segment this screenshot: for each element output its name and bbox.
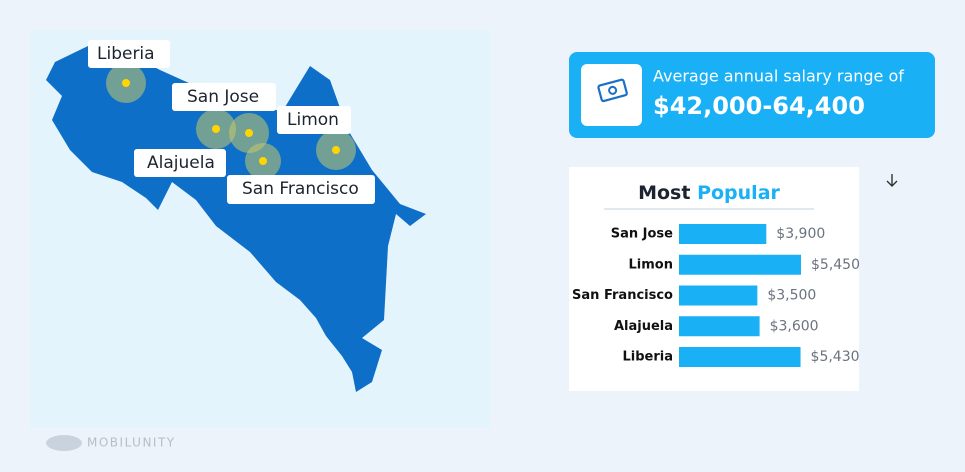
map-label: Alajuela (147, 153, 215, 173)
value-label: $5,430 (811, 349, 860, 365)
marker (245, 129, 253, 137)
salary-card (569, 52, 935, 138)
map-labels: Liberia San Jose Limon Alajuela San Fran… (88, 40, 375, 204)
bar (679, 316, 760, 337)
label-box (172, 83, 276, 111)
value-label: $3,500 (767, 288, 816, 304)
map-label: Liberia (97, 44, 155, 64)
chart-title-highlight: Popular (697, 182, 780, 204)
value-label: $5,450 (811, 257, 860, 273)
category-label: Limon (629, 257, 673, 272)
money-icon (597, 78, 628, 103)
bar (679, 347, 801, 367)
map-label: San Francisco (242, 179, 359, 199)
map-markers (106, 63, 356, 179)
down-arrow[interactable] (886, 174, 898, 187)
map-label: San Jose (187, 87, 259, 107)
chart-title: Most Popular (638, 182, 780, 204)
salary-caption: Average annual salary range of (653, 67, 904, 86)
watermark-text: MOBILUNITY (87, 436, 176, 450)
salary-range: $42,000-64,400 (653, 92, 865, 120)
category-label: San Jose (611, 227, 673, 242)
chart-title-part: Most (638, 182, 690, 204)
label-box (88, 40, 170, 68)
watermark: MOBILUNITY (46, 435, 176, 451)
marker (259, 157, 267, 165)
label-box (227, 175, 375, 204)
category-label: Liberia (622, 350, 673, 365)
bar (679, 224, 767, 244)
money-icon-box (581, 64, 642, 126)
category-label: San Francisco (572, 288, 673, 303)
marker (212, 125, 220, 133)
value-label: $3,900 (776, 226, 825, 242)
marker (122, 79, 130, 87)
value-label: $3,600 (770, 318, 819, 334)
marker (332, 146, 340, 154)
label-box (277, 106, 351, 134)
bar (679, 254, 801, 275)
map-label: Limon (287, 110, 339, 130)
bar (679, 285, 758, 306)
category-label: Alajuela (614, 319, 673, 334)
watermark-logo (46, 435, 82, 451)
label-box (134, 149, 226, 177)
